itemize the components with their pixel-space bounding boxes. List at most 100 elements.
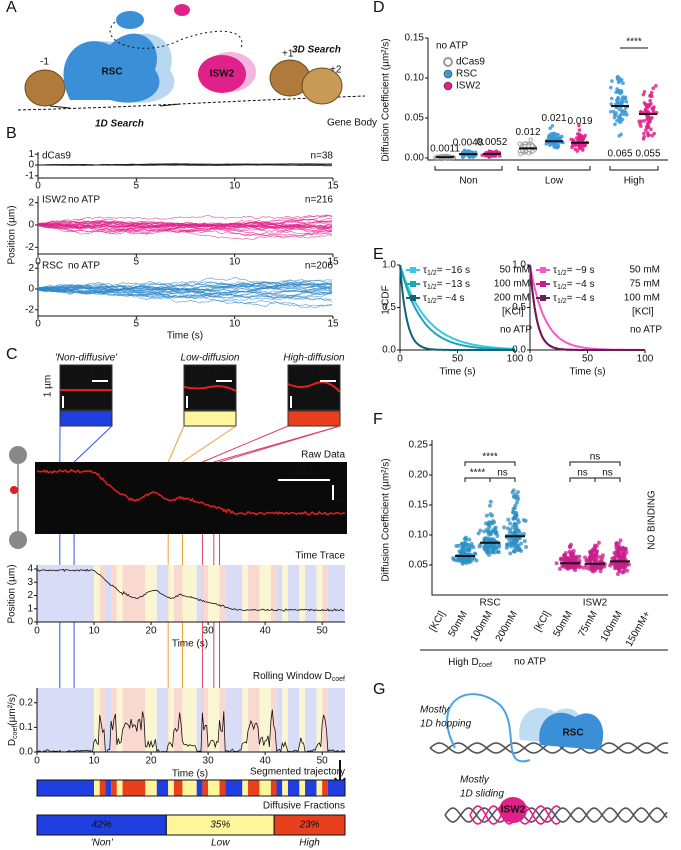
y-tick-label: 0.10 [409, 530, 429, 541]
track-name: ISW2 [42, 195, 67, 206]
dot [523, 518, 528, 523]
label: Diffusion Coefficient (µm²/s) [381, 38, 392, 161]
dot [514, 500, 519, 505]
legend-marker [540, 295, 546, 301]
dot [573, 147, 578, 152]
panel-label: C [6, 346, 18, 363]
class-band [316, 565, 323, 622]
label: no ATP [436, 41, 468, 52]
nucleosome [301, 67, 343, 105]
isw2-shape [198, 55, 246, 93]
condition-label: 50 mM [629, 265, 660, 276]
segment [182, 780, 197, 796]
x-axis-label: Time (s) [172, 769, 208, 780]
dot [581, 136, 586, 141]
time-trace [36, 568, 345, 612]
sig-label: **** [470, 468, 486, 479]
dot [643, 107, 648, 112]
segment [276, 780, 283, 796]
class-band [105, 565, 112, 622]
x-tick-label: 0 [397, 354, 403, 365]
label: Mostly [460, 775, 490, 786]
legend-label-part: 1/2 [427, 298, 437, 305]
dot [647, 103, 652, 108]
dot [526, 143, 531, 149]
trace [37, 214, 333, 226]
dot [555, 136, 559, 141]
class-band [94, 565, 100, 622]
trace [37, 279, 333, 290]
x-tick-label: 10 [88, 756, 100, 767]
legend-label-part: = ~4 s [437, 293, 465, 304]
inset-class [287, 410, 341, 427]
segment [287, 780, 300, 796]
class-band [182, 565, 197, 622]
dot [580, 145, 585, 150]
dot [621, 549, 626, 554]
legend-marker [443, 57, 453, 67]
segment [156, 780, 169, 796]
class-band [105, 688, 112, 752]
rolling-trace [36, 709, 346, 753]
x-tick-label: 5 [134, 181, 140, 192]
dot [577, 123, 581, 128]
class-band [156, 565, 169, 622]
class-band [282, 688, 288, 752]
bead [9, 446, 27, 464]
segment [259, 780, 271, 796]
fraction-bar [273, 814, 346, 836]
dot [620, 570, 625, 575]
dot [612, 115, 617, 120]
legend-marker [540, 281, 546, 287]
panel-label: D [373, 0, 385, 16]
dot [615, 90, 620, 94]
dot [456, 543, 461, 548]
class-band [145, 565, 157, 622]
dot [517, 531, 522, 536]
panel-label: E [373, 246, 384, 263]
class-band [156, 688, 169, 752]
y-tick-label: 1 [28, 149, 34, 160]
median-label: 0.065 [607, 149, 632, 160]
sig-bracket [464, 461, 516, 466]
dot [528, 137, 534, 143]
dot [467, 546, 472, 551]
y-tick-label: 0.0 [512, 345, 526, 356]
y-axis-label-part: (µm²/s) [7, 694, 18, 726]
dot [646, 133, 650, 138]
group-label: High [624, 176, 645, 187]
legend-label-part: 1/2 [557, 270, 567, 277]
class-band [182, 688, 197, 752]
dot [477, 544, 482, 549]
condition-label: 100 mM [494, 279, 530, 290]
legend-marker [443, 81, 453, 91]
dot [508, 551, 513, 556]
sig-label: ns [497, 468, 508, 479]
panel-label: G [373, 681, 385, 698]
dot [460, 557, 465, 562]
dot [592, 547, 597, 552]
dot [485, 545, 490, 550]
dot [506, 517, 511, 522]
inset-title: High-diffusion [283, 353, 345, 364]
dot [515, 490, 520, 495]
dot [609, 96, 614, 101]
label: RSC [562, 728, 583, 739]
dot [517, 141, 522, 147]
x-tick-label: 15 [327, 319, 339, 330]
label: no ATP [514, 657, 546, 668]
dot [490, 513, 495, 518]
trace [37, 284, 333, 297]
dot [570, 553, 575, 558]
legend-label: τ1/2= ~13 s [423, 279, 470, 292]
class-band [219, 688, 226, 752]
dot [585, 565, 590, 570]
legend-label: τ1/2= ~4 s [423, 293, 465, 306]
dot [484, 513, 489, 518]
dot [622, 112, 626, 117]
kymograph [35, 462, 347, 534]
label: +1 [282, 49, 294, 60]
segment [299, 780, 306, 796]
dot [591, 568, 596, 573]
label: 10 s [295, 466, 314, 477]
